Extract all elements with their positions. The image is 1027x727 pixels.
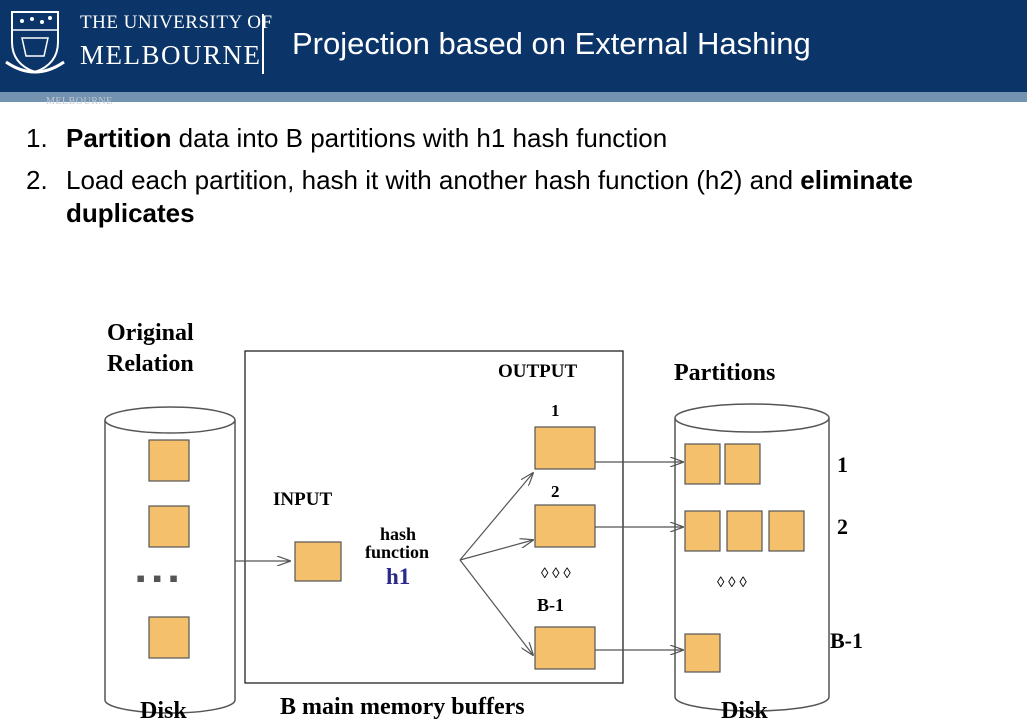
right-disk-label: Disk xyxy=(721,698,768,724)
output-buffer-1 xyxy=(534,426,596,470)
original-relation-line2: Relation xyxy=(107,351,194,377)
left-ellipsis: ▪ ▪ ▪ xyxy=(136,563,179,593)
memory-buffer-box xyxy=(244,350,624,684)
header-watermark: MELBOURNE xyxy=(46,96,113,107)
bullet-number: 2. xyxy=(26,165,48,195)
bullet-text: Load each partition, hash it with anothe… xyxy=(66,165,801,195)
arrow-hash-to-output-2 xyxy=(459,540,533,561)
relation-page xyxy=(148,505,190,548)
partition-page xyxy=(684,633,721,673)
partition-page xyxy=(684,510,721,552)
output-buffer-2 xyxy=(534,504,596,548)
output-dots: ◊ ◊ ◊ xyxy=(541,566,571,582)
header-bar xyxy=(0,0,1027,92)
output-buffer-b1-label: B-1 xyxy=(537,595,564,615)
partition-page xyxy=(684,443,721,485)
partition-dots: ◊ ◊ ◊ xyxy=(717,575,747,591)
hash-label-line1: hash xyxy=(380,524,417,544)
partition-page xyxy=(768,510,805,552)
bullet-text: data into B partitions with h1 hash func… xyxy=(171,123,668,153)
left-disk-cylinder xyxy=(104,406,236,714)
bullet-bold-start: Partition xyxy=(66,123,172,153)
left-disk-label: Disk xyxy=(140,698,187,724)
output-buffer-1-label: 1 xyxy=(551,401,560,420)
output-label: OUTPUT xyxy=(498,361,578,382)
relation-page xyxy=(148,616,190,659)
bullet-item-2: 2. Load each partition, hash it with anot… xyxy=(26,164,1026,230)
university-name-line2: MELBOURNE xyxy=(80,40,262,70)
partitions-label: Partitions xyxy=(674,360,776,386)
original-relation-line1: Original xyxy=(107,320,194,346)
relation-page xyxy=(148,439,190,482)
input-label: INPUT xyxy=(273,489,333,510)
input-buffer xyxy=(294,541,342,582)
buffers-label: B main memory buffers xyxy=(280,694,525,720)
logo-divider xyxy=(262,14,264,74)
hash-function-name: h1 xyxy=(386,564,411,589)
partition-page xyxy=(726,510,763,552)
slide-title: Projection based on External Hashing xyxy=(292,26,811,61)
partition-1-label: 1 xyxy=(837,452,848,477)
bullet-number: 1. xyxy=(26,123,48,153)
output-buffer-b1 xyxy=(534,626,596,670)
arrow-hash-to-output-b1 xyxy=(459,559,533,655)
university-crest-icon xyxy=(5,11,65,74)
arrow-hash-to-output-1 xyxy=(459,473,533,561)
output-buffer-2-label: 2 xyxy=(551,482,560,501)
partition-2-label: 2 xyxy=(837,514,848,539)
header-stripe xyxy=(0,92,1027,102)
original-relation-label: Original Relation xyxy=(107,318,194,380)
partition-b1-label: B-1 xyxy=(830,628,863,653)
hash-label-line2: function xyxy=(365,542,430,562)
partition-page xyxy=(724,443,761,485)
bullet-item-1: 1. Partition data into B partitions with … xyxy=(26,122,1026,155)
bullet-bold-end: eliminate duplicates xyxy=(66,165,913,228)
university-name-line1: THE UNIVERSITY OF xyxy=(80,12,273,33)
bullet-list: 1. Partition data into B partitions with … xyxy=(26,122,1026,230)
